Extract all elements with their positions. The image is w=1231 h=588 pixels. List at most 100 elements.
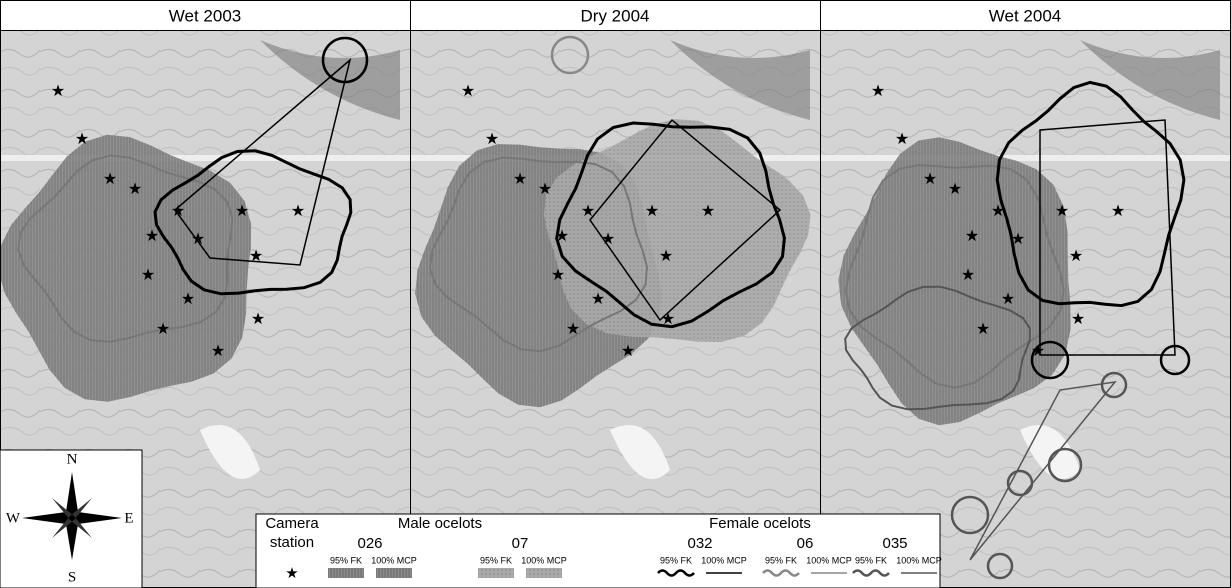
legend-id: 06 [797, 535, 814, 552]
camera-station: ★ [661, 311, 675, 328]
legend-mcp: 100% MCP [701, 555, 747, 565]
kernel-outline [321, 36, 369, 84]
mcp-polygon [969, 380, 1117, 561]
compass-e: E [124, 510, 133, 526]
camera-station: ★ [566, 321, 580, 338]
camera-station: ★ [171, 203, 185, 220]
camera-station: ★ [181, 291, 195, 308]
camera-station: ★ [141, 267, 155, 284]
kernel-outline [1100, 371, 1128, 399]
legend-fk: 95% FK [765, 555, 797, 565]
kernel-outline [428, 156, 649, 353]
kernel-outline [844, 164, 1065, 389]
compass: N E S W [0, 449, 143, 588]
legend-box [255, 513, 941, 588]
kernel-outline [1047, 447, 1083, 483]
kernel-outline [17, 154, 234, 343]
relief [1080, 40, 1220, 120]
clearing [200, 425, 260, 479]
camera-station: ★ [461, 83, 475, 100]
camera-station: ★ [991, 203, 1005, 220]
mcp-polygon [1039, 119, 1176, 356]
legend-id: 032 [687, 535, 712, 552]
compass-n: N [67, 451, 78, 467]
legend-camera: station [270, 534, 314, 551]
legend-swatch [328, 568, 364, 578]
camera-station: ★ [211, 343, 225, 360]
panel-title-bar [820, 0, 1231, 31]
camera-station: ★ [701, 203, 715, 220]
legend-mcp: 100% MCP [371, 555, 417, 565]
river [0, 155, 410, 161]
legend-id: 026 [357, 535, 382, 552]
camera-station: ★ [145, 228, 159, 245]
camera-station: ★ [1011, 231, 1025, 248]
legend-mcp: 100% MCP [896, 555, 942, 565]
compass-rose-diagonals [52, 498, 92, 538]
compass-rose [22, 472, 122, 560]
camera-station: ★ [51, 83, 65, 100]
camera-station: ★ [249, 248, 263, 265]
legend-id: 035 [882, 535, 907, 552]
camera-station: ★ [976, 321, 990, 338]
camera-station: ★ [75, 131, 89, 148]
kernel-area [0, 134, 252, 402]
legend-swatch [657, 569, 695, 577]
camera-station: ★ [128, 181, 142, 198]
legend-mcp: 100% MCP [521, 555, 567, 565]
camera-station: ★ [1111, 203, 1125, 220]
camera-station: ★ [1069, 248, 1083, 265]
legend-fk: 95% FK [660, 555, 692, 565]
legend: Camera station ★ Male ocelots Female oce… [255, 513, 942, 588]
camera-station: ★ [156, 321, 170, 338]
map-panel: ★ ★ ★ ★ ★ ★ ★ ★ ★ ★ ★ ★ ★ ★ ★ [820, 30, 1231, 588]
mcp-polygon [173, 57, 352, 266]
kernel-outline [153, 149, 353, 296]
kernel-outline [844, 285, 1031, 411]
compass-s: S [68, 569, 76, 585]
camera-station: ★ [251, 311, 265, 328]
kernel-area [543, 119, 811, 342]
legend-swatch [376, 568, 412, 578]
camera-station: ★ [1071, 311, 1085, 328]
legend-swatch [478, 568, 514, 578]
camera-station: ★ [591, 291, 605, 308]
river [820, 155, 1230, 161]
camera-station: ★ [621, 343, 635, 360]
kernel-outline [986, 552, 1014, 580]
relief [670, 40, 810, 120]
camera-station: ★ [1055, 203, 1069, 220]
panel-title-bar [0, 0, 411, 31]
camera-station: ★ [871, 83, 885, 100]
panel-title: Dry 2004 [581, 6, 650, 25]
camera-station: ★ [235, 203, 249, 220]
legend-swatch [852, 569, 890, 577]
camera-station: ★ [1001, 291, 1015, 308]
panel-title-bar [410, 0, 821, 31]
panel-title: Wet 2003 [169, 6, 241, 25]
camera-station: ★ [581, 203, 595, 220]
clearing [610, 425, 670, 479]
legend-star: ★ [285, 565, 298, 582]
panel-title: Wet 2004 [989, 6, 1061, 25]
camera-station: ★ [291, 203, 305, 220]
camera-station: ★ [538, 181, 552, 198]
camera-station: ★ [961, 267, 975, 284]
legend-fk: 95% FK [480, 555, 512, 565]
camera-station: ★ [948, 181, 962, 198]
kernel-outline [995, 80, 1186, 308]
legend-fk: 95% FK [855, 555, 887, 565]
legend-female-heading: Female ocelots [709, 515, 811, 532]
camera-station: ★ [645, 203, 659, 220]
camera-station: ★ [551, 267, 565, 284]
camera-station: ★ [1031, 343, 1045, 360]
camera-station: ★ [923, 171, 937, 188]
legend-fk: 95% FK [330, 555, 362, 565]
mcp-polygon [589, 118, 782, 322]
kernel-outline [1030, 340, 1070, 380]
map-panel: ★ ★ ★ ★ ★ ★ ★ ★ ★ ★ ★ ★ ★ ★ ★ [410, 30, 820, 588]
kernel-outline [550, 35, 590, 75]
legend-swatch [526, 568, 562, 578]
